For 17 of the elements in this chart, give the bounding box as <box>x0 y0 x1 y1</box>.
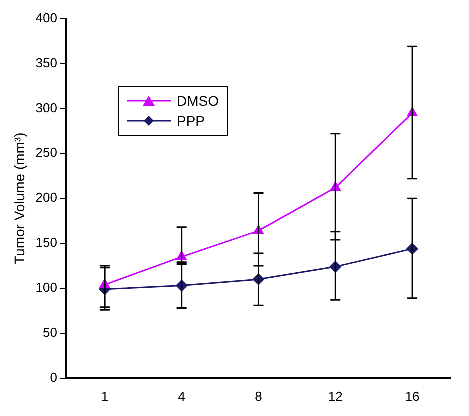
x-tick-label: 12 <box>328 388 343 404</box>
y-tick-label: 150 <box>36 235 58 250</box>
y-tick-label: 200 <box>36 190 58 206</box>
y-tick-label: 250 <box>36 145 58 160</box>
legend-label: DMSO <box>177 92 219 111</box>
x-tick-label: 8 <box>255 388 262 404</box>
y-tick-label: 100 <box>36 280 58 296</box>
y-tick-label: 400 <box>36 10 58 26</box>
x-tick-label: 16 <box>405 388 420 404</box>
y-axis-title: Tumor Volume (mm³) <box>11 132 28 264</box>
y-tick-label: 0 <box>50 370 58 385</box>
x-tick-label: 1 <box>101 388 109 404</box>
x-tick-label: 4 <box>178 388 186 404</box>
legend-label: PPP <box>177 112 206 131</box>
y-tick-label: 50 <box>43 325 58 340</box>
y-tick-label: 350 <box>36 55 58 70</box>
y-tick-label: 300 <box>36 100 58 116</box>
